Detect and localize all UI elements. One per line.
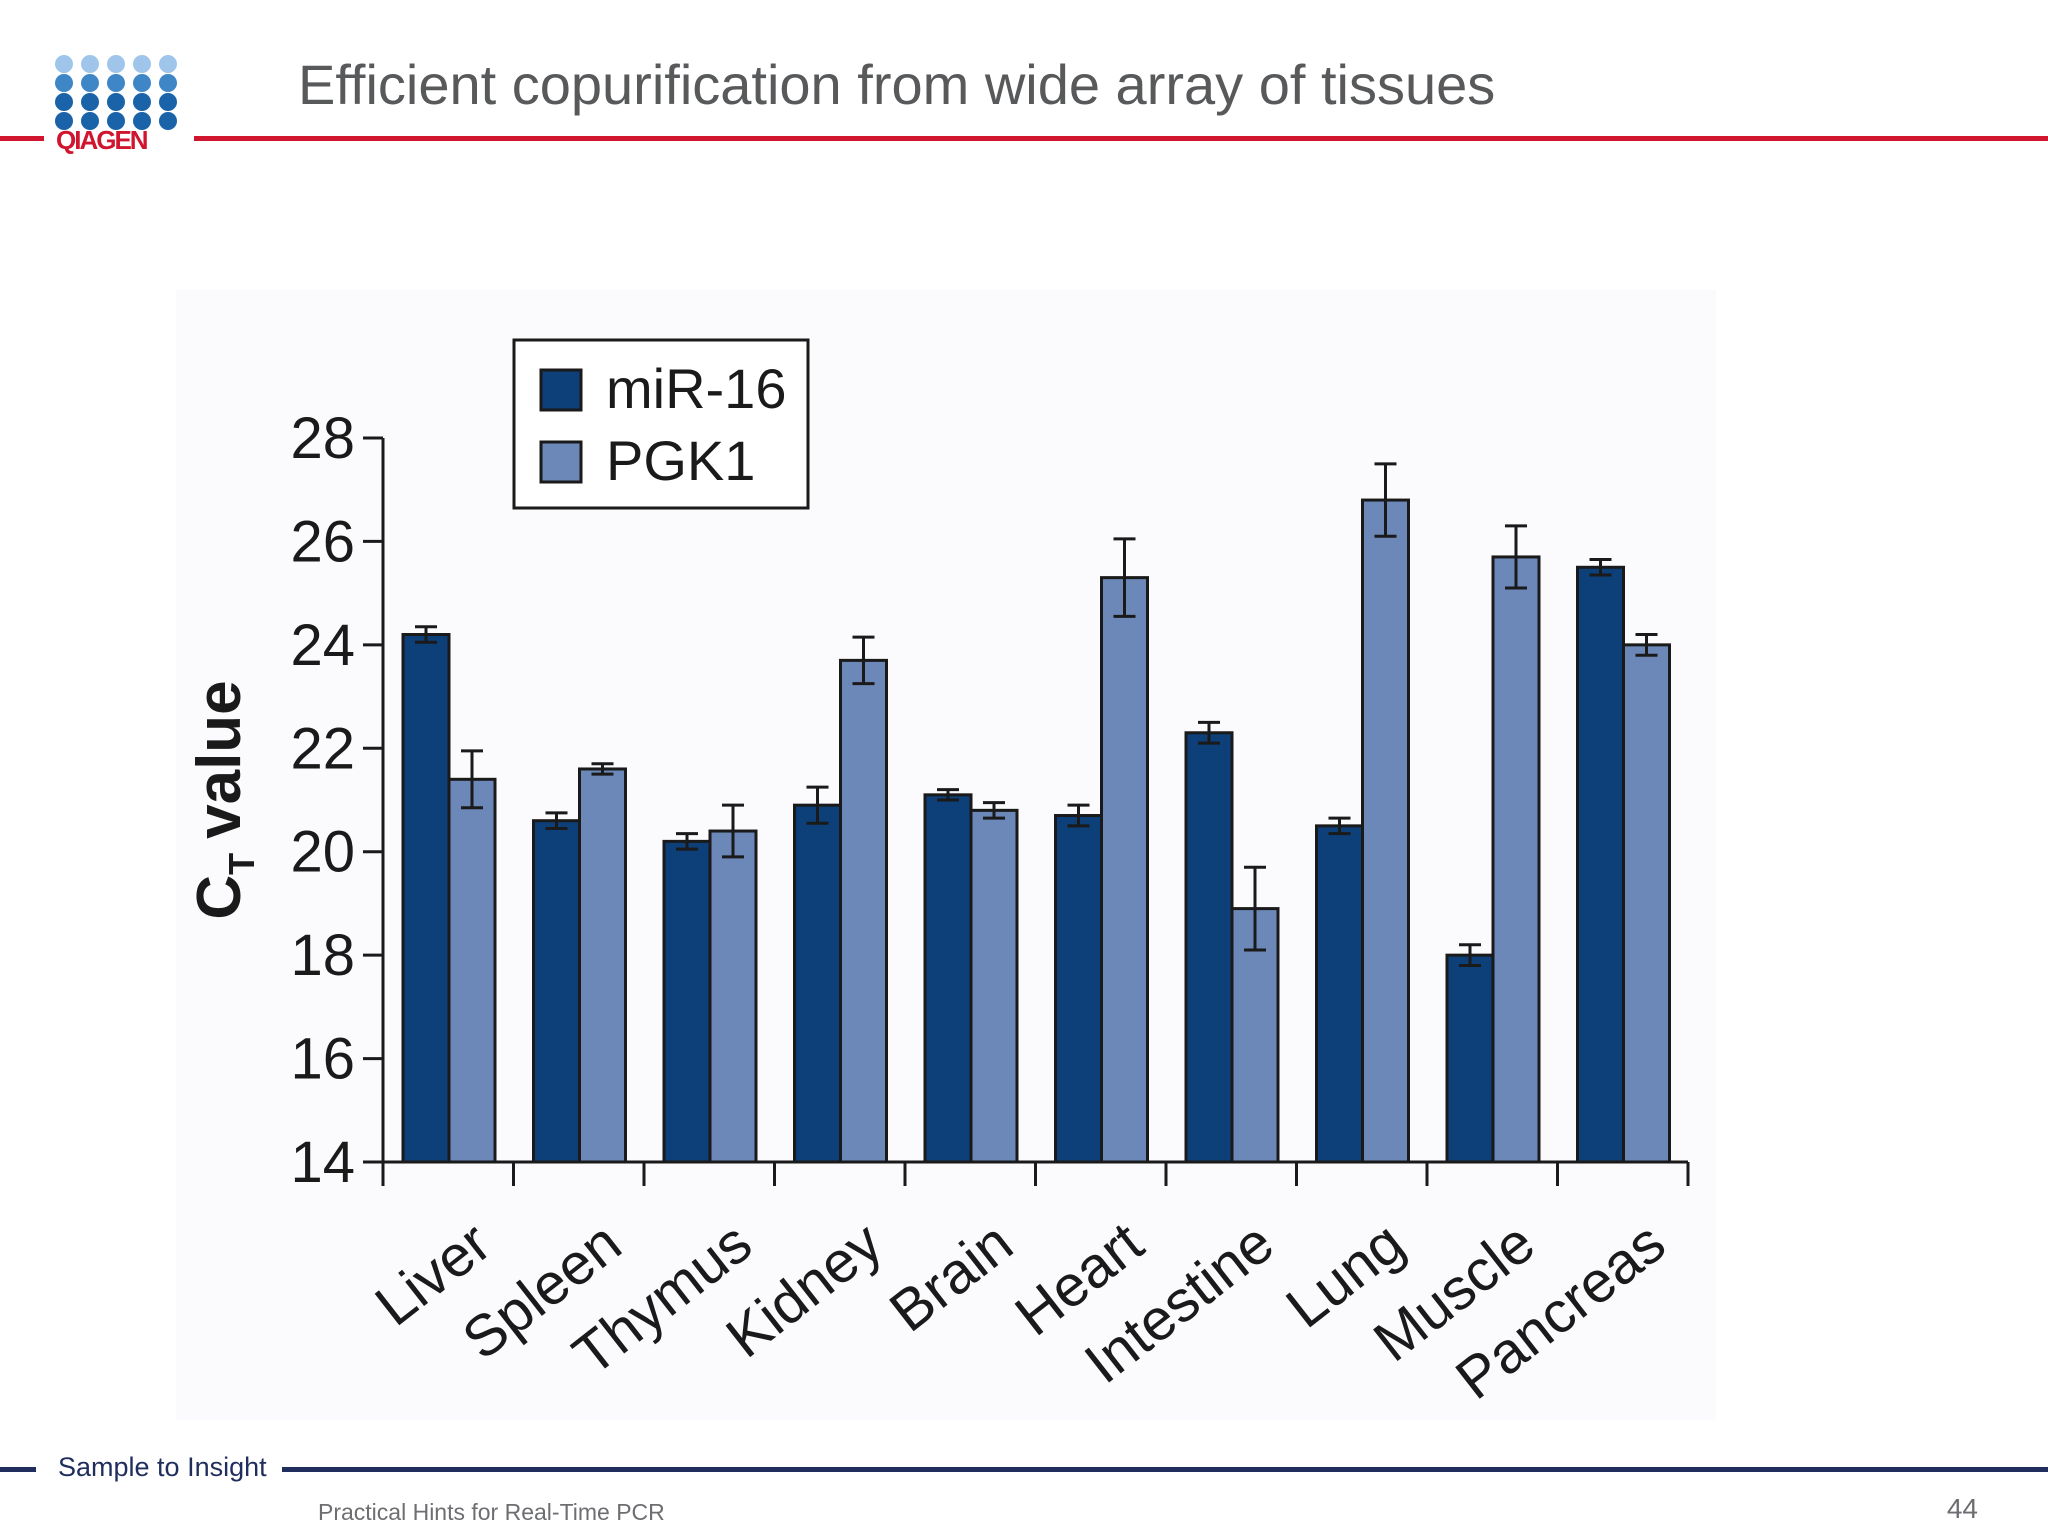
header-divider-right	[194, 136, 2048, 141]
logo-dot	[81, 93, 99, 111]
logo-dot	[81, 55, 99, 73]
y-tick-label: 26	[290, 509, 355, 574]
logo-dot	[159, 112, 177, 130]
y-axis-title-main: C	[185, 875, 254, 920]
logo-dot	[81, 74, 99, 92]
bar-pgk1-liver	[447, 777, 497, 1164]
footer-tagline: Sample to Insight	[58, 1452, 267, 1482]
bar-mir16-kidney	[793, 803, 842, 1164]
y-axis-title-subscript: T	[221, 853, 262, 875]
bar-pgk1-kidney	[839, 658, 888, 1164]
logo-dot	[81, 112, 99, 130]
bar-pgk1-lung	[1361, 498, 1410, 1164]
logo-dot	[133, 112, 151, 130]
page-number: 44	[1946, 1493, 1978, 1524]
legend-swatch	[539, 368, 583, 412]
bar-mir16-muscle	[1445, 953, 1495, 1164]
logo-dot	[159, 93, 177, 111]
bar-pgk1-brain	[969, 808, 1019, 1164]
legend-label: PGK1	[606, 429, 755, 492]
footer-divider-right	[282, 1467, 2048, 1472]
logo-dot	[133, 55, 151, 73]
y-tick-label: 20	[290, 820, 355, 885]
header-divider-left	[0, 136, 44, 141]
y-axis-title: CTvalue	[185, 680, 262, 919]
logo-dot	[55, 74, 73, 92]
bar-mir16-lung	[1315, 824, 1364, 1164]
x-tick-label: Brain	[878, 1210, 1025, 1345]
bar-mir16-heart	[1054, 814, 1103, 1164]
bar-mir16-spleen	[532, 819, 581, 1164]
bar-mir16-intestine	[1184, 731, 1234, 1164]
bar-mir16-pancreas	[1576, 565, 1625, 1164]
bar-pgk1-muscle	[1491, 555, 1541, 1164]
y-tick-label: 28	[290, 406, 355, 471]
logo-dot	[133, 74, 151, 92]
y-tick-label: 24	[290, 613, 355, 678]
logo-dot	[107, 112, 125, 130]
logo-dot	[55, 112, 73, 130]
logo-dot	[55, 55, 73, 73]
bar-pgk1-pancreas	[1622, 643, 1671, 1164]
y-tick-label: 22	[290, 716, 355, 781]
logo-dot	[159, 74, 177, 92]
legend-swatch	[539, 440, 583, 484]
footer-text: Practical Hints for Real-Time PCR	[318, 1499, 665, 1525]
logo-text: QIAGEN	[56, 125, 148, 154]
logo-dot	[133, 93, 151, 111]
y-axis-title-rest: value	[185, 680, 254, 839]
bar-mir16-brain	[923, 793, 973, 1164]
qiagen-logo: QIAGEN	[55, 55, 177, 154]
bar-mir16-liver	[401, 633, 451, 1164]
bar-pgk1-thymus	[708, 829, 758, 1164]
logo-dot	[107, 55, 125, 73]
footer-divider-left	[0, 1467, 36, 1472]
logo-dot	[107, 74, 125, 92]
slide-title: Efficient copurification from wide array…	[298, 53, 1496, 116]
y-tick-label: 18	[290, 923, 355, 988]
y-tick-label: 14	[290, 1130, 355, 1195]
legend-label: miR-16	[606, 357, 786, 420]
logo-dot	[159, 55, 177, 73]
bar-mir16-thymus	[662, 839, 712, 1164]
bar-pgk1-heart	[1100, 576, 1149, 1164]
logo-dot	[107, 93, 125, 111]
y-tick-label: 16	[290, 1027, 355, 1092]
logo-dot	[55, 93, 73, 111]
bar-pgk1-spleen	[578, 767, 627, 1164]
